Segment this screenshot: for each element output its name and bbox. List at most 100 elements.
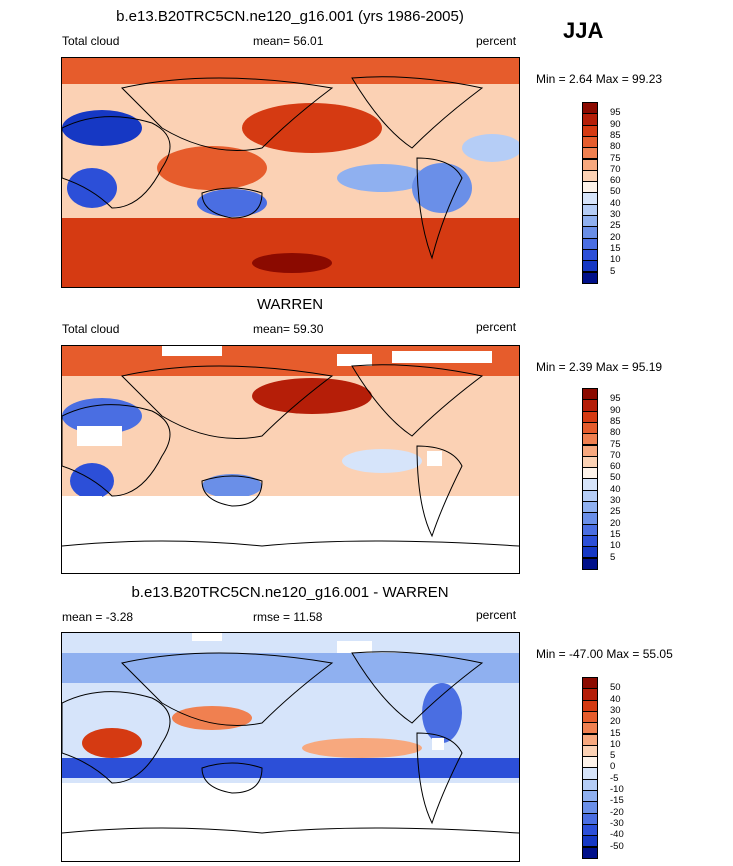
panel1-sahara-clear bbox=[62, 110, 142, 146]
panel3-atlantic-positive bbox=[82, 728, 142, 758]
panel2-antarctica-coastline bbox=[62, 540, 519, 547]
panel2-missing-4 bbox=[77, 426, 122, 446]
panel2-colorbar-tick: 80 bbox=[610, 427, 621, 439]
panel2-colorbar-tick: 85 bbox=[610, 415, 621, 427]
panel3-colorbar-tick: -40 bbox=[610, 829, 624, 841]
panel2-missing-3 bbox=[392, 351, 492, 363]
panel2-missing-1 bbox=[162, 346, 222, 356]
panel3-indian-positive bbox=[172, 706, 252, 730]
panel1-australia-clear bbox=[197, 189, 267, 217]
panel1-africa-coastline bbox=[62, 116, 171, 209]
panel2-south-africa-clear bbox=[70, 463, 114, 499]
panel1-colorbar-tick: 80 bbox=[610, 141, 621, 153]
panel1-colorbar-tick: 15 bbox=[610, 242, 621, 254]
panel1-southern-ocean-cloud bbox=[62, 218, 519, 287]
panel1-colorbar-tick: 75 bbox=[610, 152, 621, 164]
panel1-colorbar-tick: 90 bbox=[610, 118, 621, 130]
panel2-map-svg bbox=[62, 346, 519, 573]
panel1-australia-coastline bbox=[201, 187, 263, 219]
panel3-colorbar-tick: 5 bbox=[610, 750, 616, 762]
panel3-colorbar-tick: 10 bbox=[610, 738, 621, 750]
panel2-colorbar bbox=[582, 388, 598, 570]
panel2-colorbar-tick: 90 bbox=[610, 404, 621, 416]
panel3-missing-3 bbox=[432, 738, 444, 750]
panel1-atlantic-clear bbox=[462, 134, 519, 162]
panel1-colorbar-tick: 50 bbox=[610, 186, 621, 198]
panel1-south-america-coastline bbox=[416, 157, 463, 260]
panel1-map bbox=[61, 57, 520, 288]
panel2-colorbar-tick: 95 bbox=[610, 393, 621, 405]
panel3-south-america-coastline bbox=[416, 732, 463, 825]
panel1-colorbar-tick: 60 bbox=[610, 175, 621, 187]
panel3-north-america-coastline bbox=[351, 651, 484, 724]
panel2-colorbar-tick: 5 bbox=[610, 551, 616, 563]
panel1-colorbar-tick: 70 bbox=[610, 163, 621, 175]
panel2-units-label: percent bbox=[476, 320, 517, 334]
panel2-australia-coastline bbox=[201, 475, 263, 507]
panel1-colorbar bbox=[582, 102, 598, 284]
panel3-northern-negative bbox=[62, 653, 519, 683]
panel1-colorbar-tick: 95 bbox=[610, 107, 621, 119]
panel1-pacific-clear bbox=[337, 164, 427, 192]
panel3-colorbar-tick: -20 bbox=[610, 806, 624, 818]
panel2-colorbar-tick: 20 bbox=[610, 517, 621, 529]
panel2-minmax: Min = 2.39 Max = 95.19 bbox=[536, 360, 663, 374]
panel1-left-label: Total cloud bbox=[62, 34, 120, 48]
panel3-pacific-positive bbox=[302, 738, 422, 758]
panel3-colorbar-tick: 30 bbox=[610, 704, 621, 716]
panel3-colorbar-tick: 0 bbox=[610, 761, 616, 773]
panel1-south-africa-clear bbox=[67, 168, 117, 208]
panel1-colorbar-tick: 25 bbox=[610, 220, 621, 232]
panel1-indian-monsoon-cloud bbox=[157, 146, 267, 190]
panel3-rmse-label: rmse = 11.58 bbox=[253, 610, 323, 624]
panel3-colorbar-tick: 15 bbox=[610, 727, 621, 739]
panel2-colorbar-tick: 15 bbox=[610, 528, 621, 540]
panel2-pacific-clear bbox=[342, 449, 422, 473]
panel1-colorbar-tick: 30 bbox=[610, 209, 621, 220]
panel3-units-label: percent bbox=[476, 608, 517, 622]
panel2-africa-coastline bbox=[62, 404, 171, 497]
panel3-australia-coastline bbox=[201, 762, 263, 794]
panel1-colorbar-tick: 20 bbox=[610, 231, 621, 243]
panel1-units-label: percent bbox=[476, 34, 517, 48]
panel1-mean-label: mean= 56.01 bbox=[253, 34, 324, 48]
panel2-map bbox=[61, 345, 520, 574]
panel1-map-svg bbox=[62, 58, 519, 287]
panel3-title: b.e13.B20TRC5CN.ne120_g16.001 - WARREN bbox=[131, 584, 449, 601]
panel3-missing-2 bbox=[337, 641, 372, 653]
panel2-australia-clear bbox=[202, 474, 262, 498]
panel3-colorbar-tick: -10 bbox=[610, 784, 624, 795]
panel2-colorbar-tick: 60 bbox=[610, 461, 621, 473]
panel2-north-pacific-cloud bbox=[252, 378, 372, 414]
panel2-colorbar-tick: 30 bbox=[610, 495, 621, 506]
panel3-colorbar-tick: -15 bbox=[610, 795, 624, 807]
panel3-colorbar-tick: 40 bbox=[610, 693, 621, 705]
panel1-southern-max bbox=[252, 253, 332, 273]
panel2-southern-missing bbox=[62, 496, 519, 573]
panel1-minmax: Min = 2.64 Max = 99.23 bbox=[536, 72, 663, 86]
panel2-left-label: Total cloud bbox=[62, 322, 120, 336]
panel1-eurasia-coastline bbox=[121, 77, 334, 151]
panel2-missing-2 bbox=[337, 354, 372, 366]
panel3-colorbar-box bbox=[582, 846, 598, 859]
panel3-africa-coastline bbox=[62, 691, 171, 784]
panel2-colorbar-tick: 25 bbox=[610, 506, 621, 518]
panel1-colorbar-box bbox=[582, 271, 598, 284]
panel2-colorbar-tick: 40 bbox=[610, 483, 621, 495]
panel1-south-america-clear bbox=[412, 163, 472, 213]
panel1-colorbar-tick: 40 bbox=[610, 197, 621, 209]
panel3-colorbar bbox=[582, 677, 598, 859]
panel3-southern-missing bbox=[62, 783, 519, 861]
panel3-missing-1 bbox=[192, 633, 222, 641]
panel2-missing-5 bbox=[427, 451, 442, 466]
panel3-colorbar-tick: 20 bbox=[610, 716, 621, 728]
panel3-antarctica-coastline bbox=[62, 827, 519, 834]
panel3-colorbar-tick: 50 bbox=[610, 682, 621, 694]
panel2-colorbar-tick: 75 bbox=[610, 438, 621, 450]
season-label: JJA bbox=[563, 18, 604, 43]
panel2-colorbar-tick: 10 bbox=[610, 540, 621, 552]
panel3-minmax: Min = -47.00 Max = 55.05 bbox=[536, 647, 673, 661]
panel1-colorbar-tick: 85 bbox=[610, 129, 621, 141]
panel2-title: WARREN bbox=[256, 296, 324, 313]
panel3-south-america-negative bbox=[422, 683, 462, 743]
